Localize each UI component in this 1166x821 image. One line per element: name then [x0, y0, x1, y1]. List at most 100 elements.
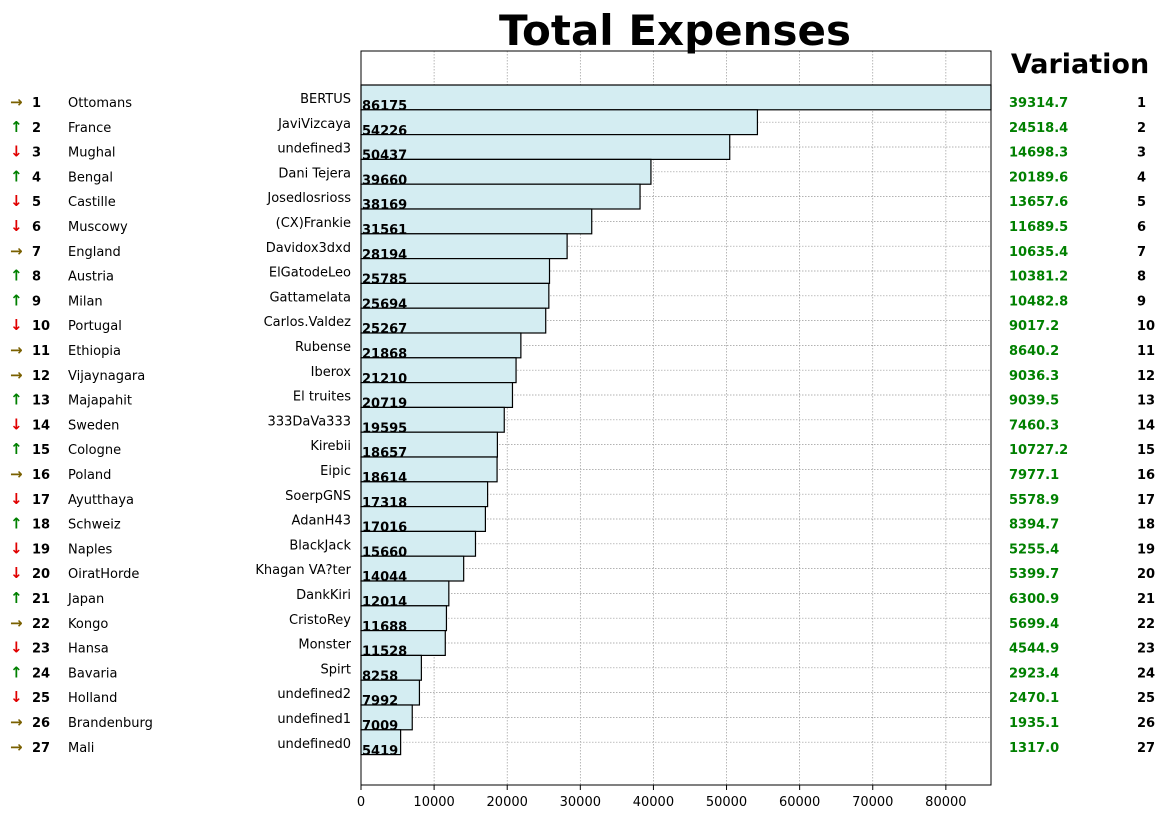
variation-value: 5399.7: [1009, 567, 1059, 582]
variation-rank: 17: [1137, 493, 1155, 508]
category-label: ElGatodeLeo: [269, 266, 351, 281]
country-name: Vijaynagara: [68, 369, 145, 384]
country-name: OiratHorde: [68, 567, 139, 582]
value-label: 54226: [362, 124, 407, 139]
category-label: Monster: [298, 638, 351, 653]
variation-value: 39314.7: [1009, 96, 1068, 111]
country-name: Poland: [68, 468, 111, 483]
value-label: 5419: [362, 744, 398, 759]
trend-arrow-icon: →: [10, 713, 23, 731]
category-label: undefined3: [277, 142, 351, 157]
variation-rank: 10: [1137, 319, 1155, 334]
trend-arrow-icon: →: [10, 242, 23, 260]
category-label: undefined0: [277, 737, 351, 752]
variation-rank: 13: [1137, 394, 1155, 409]
variation-table: 39314.7 1 24518.4 2 14698.3 3 20189.6 4 13657.6 5…: [1009, 96, 1155, 756]
trend-arrow-icon: →: [10, 341, 23, 359]
bar: [360, 134, 731, 161]
rank-number: 10: [32, 319, 50, 334]
variation-rank: 26: [1137, 716, 1155, 731]
country-name: Bavaria: [68, 666, 117, 681]
variation-value: 4544.9: [1009, 642, 1059, 657]
variation-rank: 12: [1137, 369, 1155, 384]
rank-table: → 1 Ottomans ↑ 2 France ↓ 3 Mughal ↑ 4 Bengal ↓ 5 Cast…: [10, 93, 153, 756]
trend-arrow-icon: ↓: [10, 415, 23, 433]
country-name: Portugal: [68, 319, 122, 334]
category-label: DankKiri: [296, 588, 351, 603]
variation-rank: 27: [1137, 741, 1155, 756]
category-label: Dani Tejera: [278, 166, 351, 181]
rank-number: 14: [32, 418, 50, 433]
category-label: BlackJack: [289, 538, 351, 553]
country-name: France: [68, 121, 111, 136]
country-name: Castille: [68, 195, 116, 210]
rank-number: 20: [32, 567, 50, 582]
value-label: 8258: [362, 669, 398, 684]
category-label: undefined1: [277, 712, 351, 727]
bar: [360, 258, 551, 285]
rank-number: 12: [32, 369, 50, 384]
bar: [360, 382, 514, 409]
trend-arrow-icon: ↓: [10, 143, 23, 161]
trend-arrow-icon: →: [10, 614, 23, 632]
country-name: Japan: [67, 592, 104, 607]
variation-rank: 5: [1137, 195, 1146, 210]
variation-value: 5578.9: [1009, 493, 1059, 508]
variation-rank: 11: [1137, 344, 1155, 359]
category-label: Iberox: [311, 365, 352, 380]
trend-arrow-icon: ↓: [10, 564, 23, 582]
variation-value: 9039.5: [1009, 394, 1059, 409]
variation-value: 2923.4: [1009, 666, 1059, 681]
x-tick-label: 50000: [706, 795, 747, 810]
variation-value: 5255.4: [1009, 542, 1059, 557]
bar: [360, 530, 477, 557]
variation-rank: 25: [1137, 691, 1155, 706]
category-label: 333DaVa333: [268, 414, 351, 429]
country-name: Schweiz: [68, 518, 121, 533]
country-name: Mughal: [68, 146, 116, 161]
rank-number: 15: [32, 443, 50, 458]
value-label: 18614: [362, 471, 407, 486]
variation-value: 8394.7: [1009, 518, 1059, 533]
variation-value: 1935.1: [1009, 716, 1059, 731]
country-name: Majapahit: [68, 394, 132, 409]
value-label: 28194: [362, 248, 407, 263]
rank-number: 6: [32, 220, 41, 235]
bar: [360, 84, 992, 111]
variation-rank: 1: [1137, 96, 1146, 111]
rank-number: 11: [32, 344, 50, 359]
variation-rank: 3: [1137, 146, 1146, 161]
variation-rank: 18: [1137, 518, 1155, 533]
bar: [360, 109, 759, 136]
category-label: Carlos.Valdez: [264, 315, 352, 330]
rank-number: 24: [32, 666, 50, 681]
value-label: 31561: [362, 223, 407, 238]
chart-title: Total Expenses: [499, 6, 851, 55]
country-name: Naples: [68, 542, 113, 557]
rank-number: 8: [32, 270, 41, 285]
variation-value: 7460.3: [1009, 418, 1059, 433]
category-label: Eipic: [320, 464, 351, 479]
rank-number: 25: [32, 691, 50, 706]
trend-arrow-icon: →: [10, 465, 23, 483]
value-label: 86175: [362, 99, 407, 114]
variation-value: 13657.6: [1009, 195, 1068, 210]
rank-number: 5: [32, 195, 41, 210]
category-label: AdanH43: [292, 514, 351, 529]
rank-number: 19: [32, 542, 50, 557]
category-label: Kirebii: [310, 439, 351, 454]
rank-number: 22: [32, 617, 50, 632]
trend-arrow-icon: ↑: [10, 291, 23, 309]
bar: [360, 357, 517, 384]
value-label: 17016: [362, 521, 407, 536]
value-label: 20719: [362, 397, 407, 412]
rank-number: 23: [32, 642, 50, 657]
variation-value: 10727.2: [1009, 443, 1068, 458]
variation-rank: 2: [1137, 121, 1146, 136]
variation-value: 14698.3: [1009, 146, 1068, 161]
x-axis-ticks: 0 10000 20000 30000 40000 50000 60000 70000 8000…: [357, 785, 967, 810]
variation-rank: 20: [1137, 567, 1155, 582]
x-tick-label: 70000: [852, 795, 893, 810]
variation-rank: 14: [1137, 418, 1155, 433]
trend-arrow-icon: ↓: [10, 490, 23, 508]
